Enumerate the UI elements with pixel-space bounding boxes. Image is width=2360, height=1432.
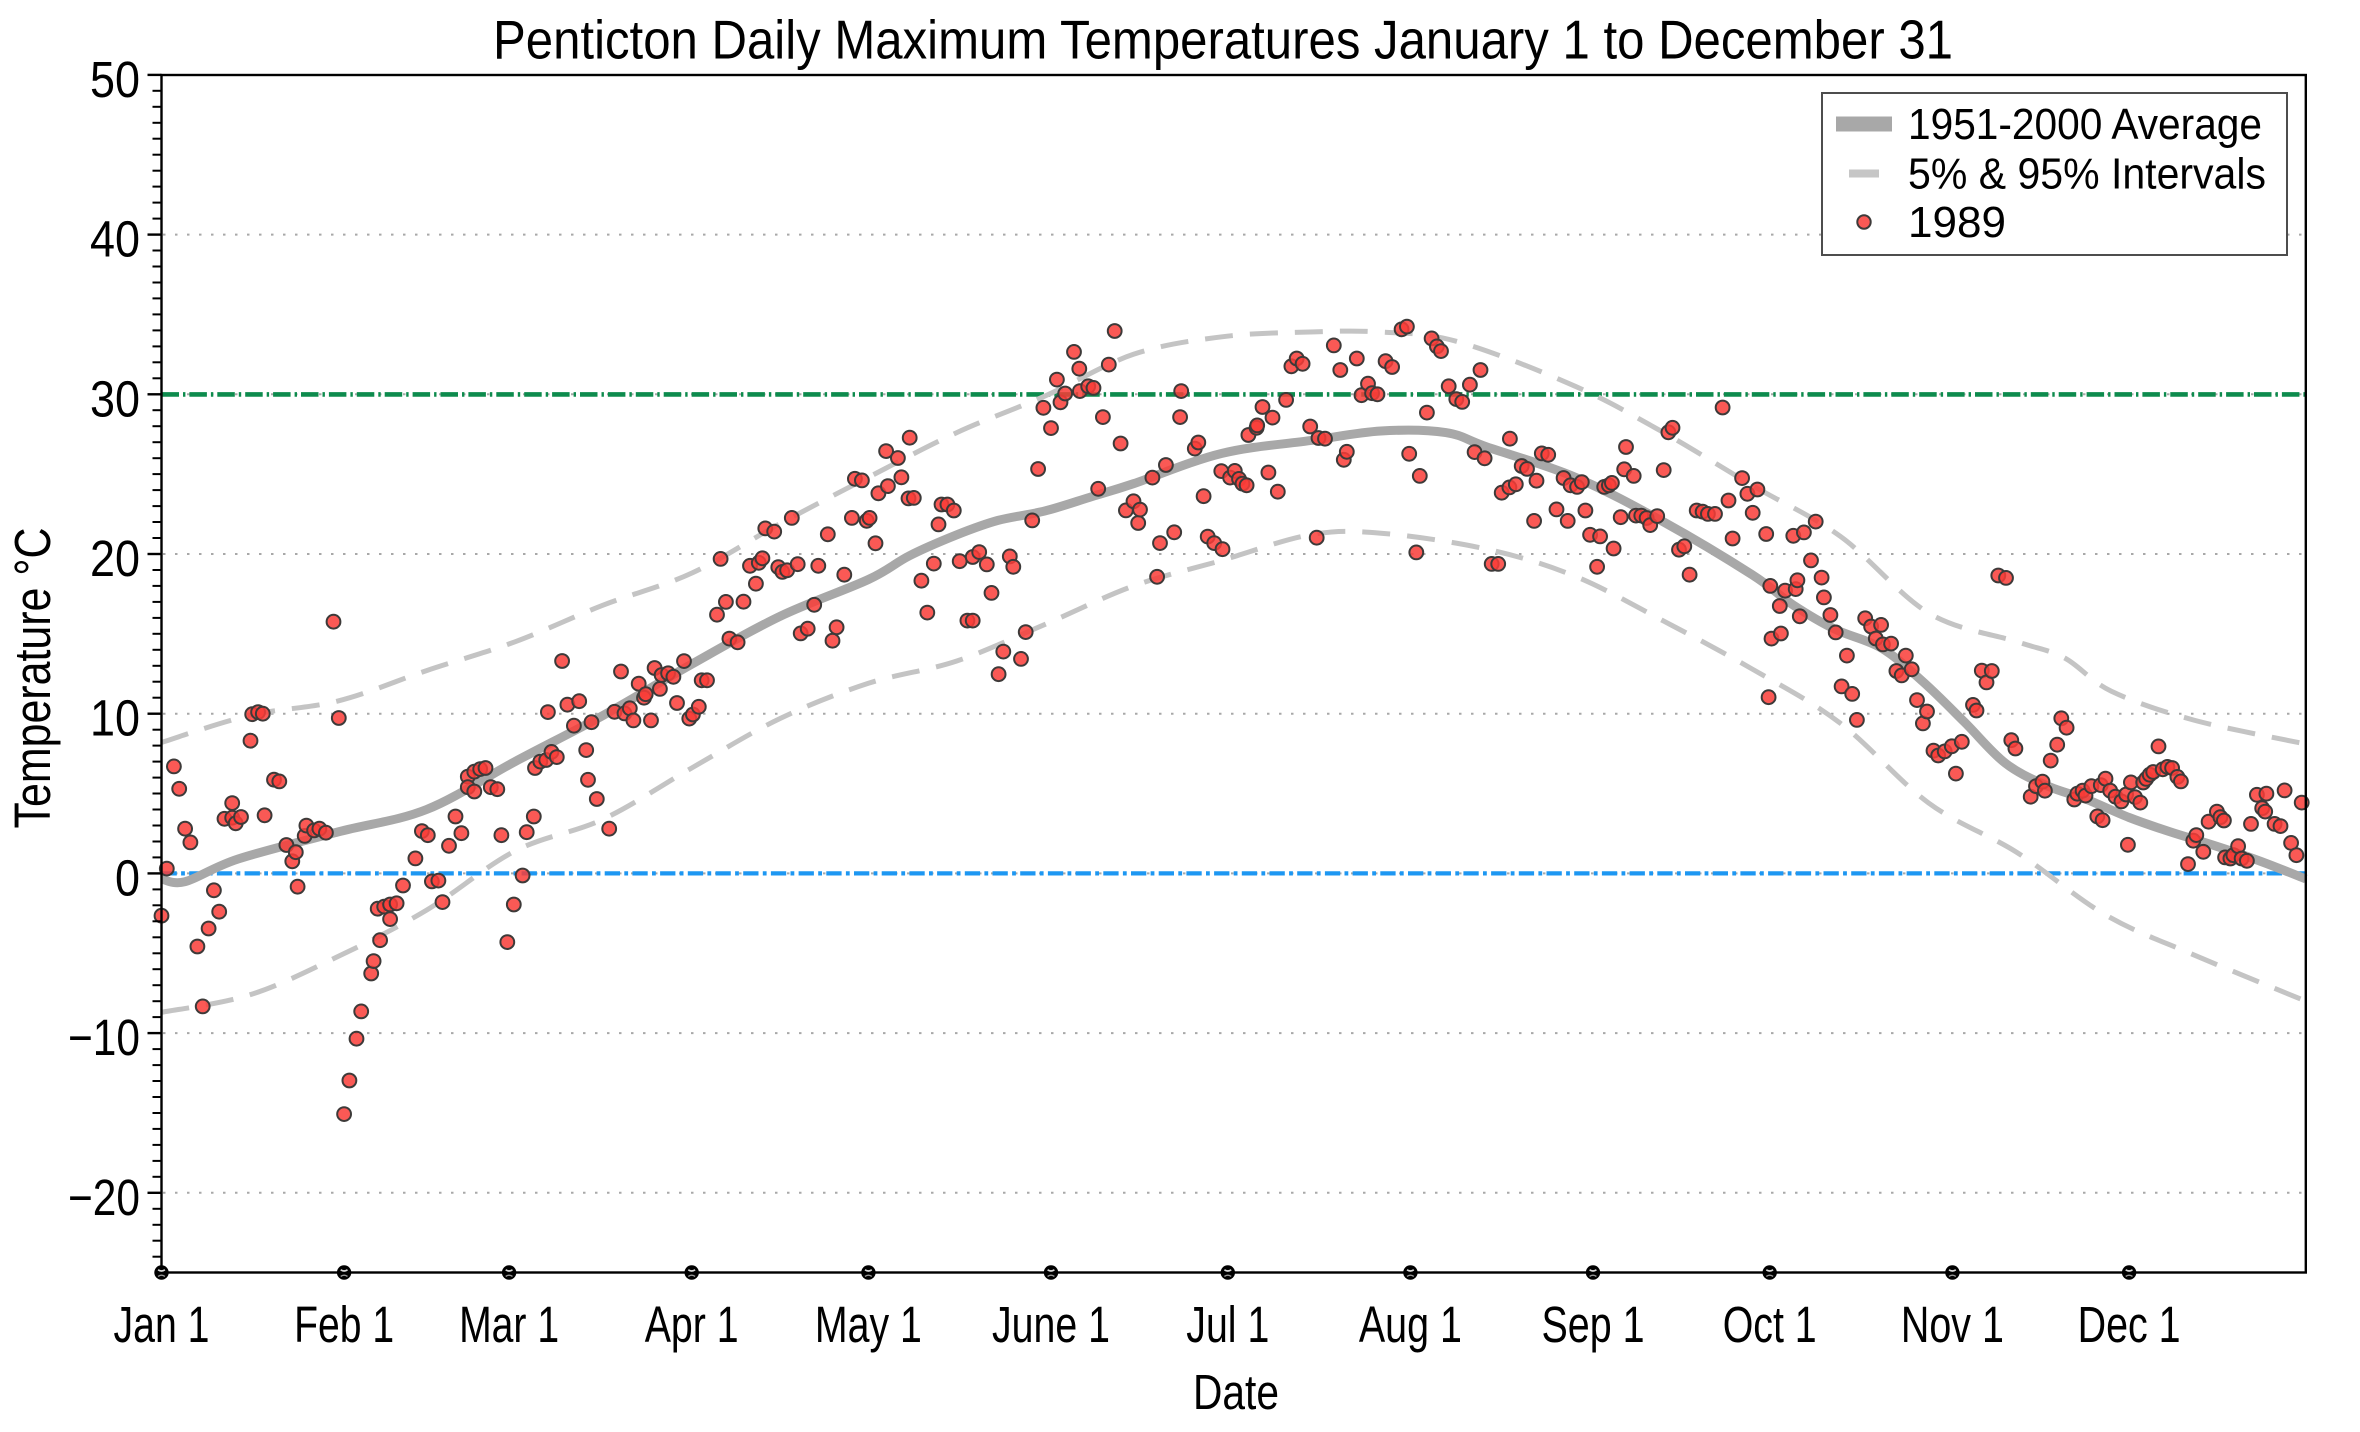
svg-text:Jan 1: Jan 1 — [114, 1296, 210, 1353]
svg-text:Mar 1: Mar 1 — [459, 1296, 559, 1353]
svg-text:Nov 1: Nov 1 — [1901, 1296, 2004, 1353]
svg-text:20: 20 — [90, 530, 140, 587]
svg-text:Date: Date — [1193, 1366, 1279, 1420]
svg-text:Penticton Daily Maximum Temper: Penticton Daily Maximum Temperatures Jan… — [493, 9, 1953, 71]
svg-text:May 1: May 1 — [815, 1296, 922, 1353]
svg-text:Jul 1: Jul 1 — [1186, 1296, 1269, 1353]
svg-text:Apr 1: Apr 1 — [645, 1296, 739, 1353]
svg-text:50: 50 — [90, 51, 140, 108]
svg-text:10: 10 — [90, 690, 140, 747]
svg-text:Dec 1: Dec 1 — [2078, 1296, 2181, 1353]
svg-text:5% & 95% Intervals: 5% & 95% Intervals — [1908, 150, 2266, 199]
svg-text:−20: −20 — [68, 1169, 140, 1226]
svg-text:Oct 1: Oct 1 — [1723, 1296, 1817, 1353]
svg-text:40: 40 — [90, 211, 140, 268]
svg-text:Temperature °C: Temperature °C — [4, 528, 61, 829]
svg-text:0: 0 — [115, 849, 140, 906]
svg-text:June 1: June 1 — [992, 1296, 1110, 1353]
svg-text:−10: −10 — [68, 1009, 140, 1066]
svg-text:30: 30 — [90, 370, 140, 427]
svg-text:1989: 1989 — [1908, 198, 2006, 247]
svg-text:Sep 1: Sep 1 — [1542, 1296, 1645, 1353]
svg-text:1951-2000 Average: 1951-2000 Average — [1908, 100, 2262, 149]
svg-text:Aug 1: Aug 1 — [1359, 1296, 1462, 1353]
svg-text:Feb 1: Feb 1 — [294, 1296, 394, 1353]
